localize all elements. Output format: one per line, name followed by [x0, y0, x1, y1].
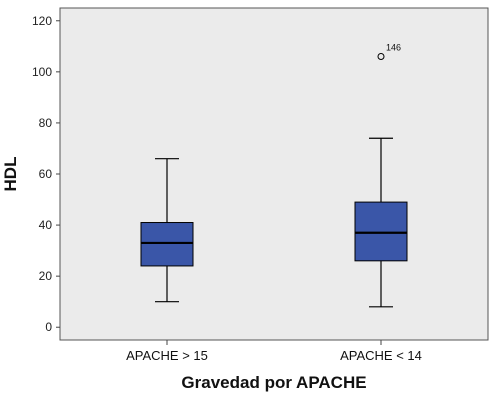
iqr-box — [354, 201, 408, 262]
y-tick-label: 100 — [32, 65, 52, 79]
outlier-label: 146 — [386, 43, 401, 53]
box-group: 146 — [354, 43, 408, 308]
outlier-point — [377, 53, 385, 61]
y-tick-label: 120 — [32, 14, 52, 28]
plot-area — [59, 7, 489, 341]
y-tick-label: 80 — [39, 116, 53, 130]
y-axis: 0 20 40 60 80 100 120 — [32, 14, 60, 334]
y-tick-label: 40 — [39, 218, 53, 232]
box-group — [140, 158, 194, 303]
x-category-label: APACHE > 15 — [126, 348, 208, 363]
x-category-label: APACHE < 14 — [340, 348, 422, 363]
y-tick-label: 20 — [39, 269, 53, 283]
y-axis-title: HDL — [1, 157, 20, 192]
y-tick-label: 0 — [45, 320, 52, 334]
x-axis-title: Gravedad por APACHE — [181, 373, 366, 392]
y-tick-label: 60 — [39, 167, 53, 181]
x-axis: APACHE > 15 APACHE < 14 — [126, 340, 422, 363]
boxes: 146 — [140, 43, 408, 308]
iqr-box — [140, 222, 194, 267]
